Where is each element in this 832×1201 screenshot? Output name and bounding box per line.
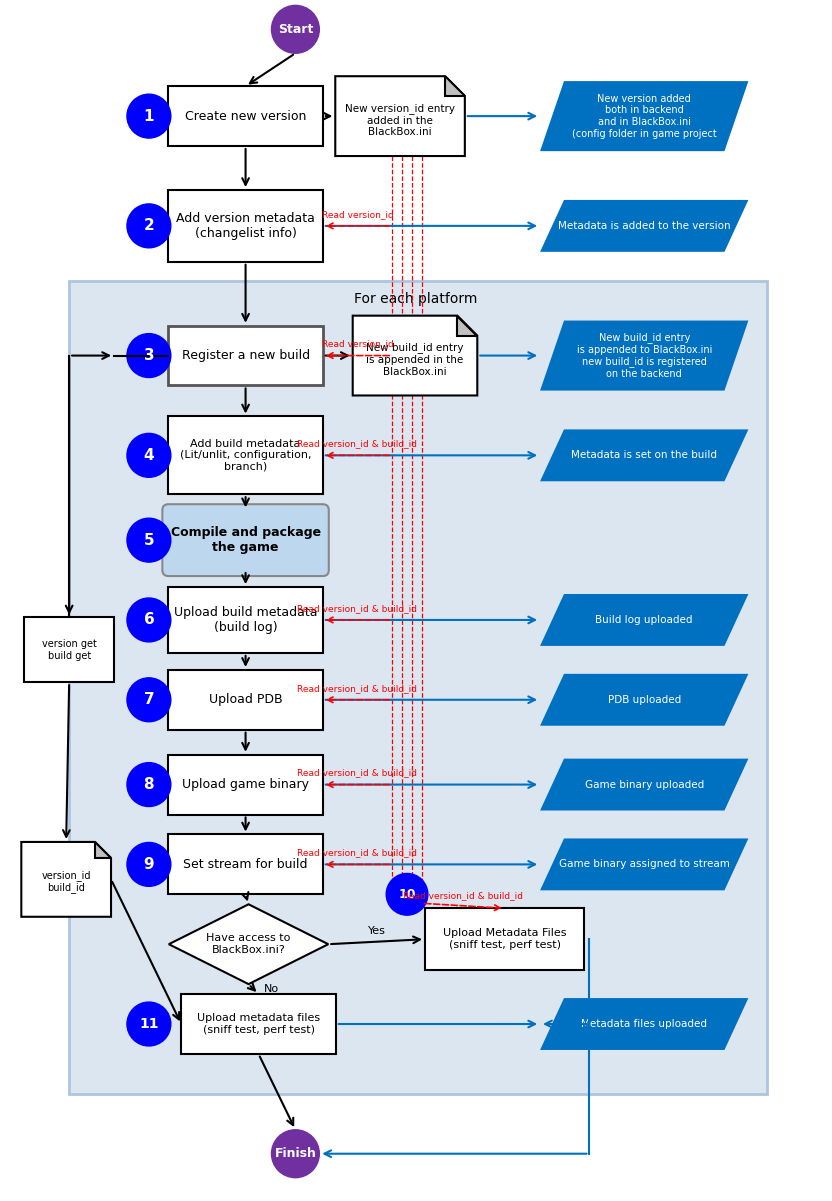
- Circle shape: [127, 204, 171, 247]
- Text: Create new version: Create new version: [185, 109, 306, 123]
- Polygon shape: [353, 316, 478, 395]
- Bar: [168, 587, 323, 653]
- Bar: [181, 994, 336, 1054]
- Bar: [168, 835, 323, 895]
- Text: Register a new build: Register a new build: [181, 349, 310, 362]
- Text: Read version_id & build_id: Read version_id & build_id: [298, 683, 418, 693]
- Circle shape: [271, 1130, 319, 1178]
- Circle shape: [271, 5, 319, 53]
- Polygon shape: [458, 316, 478, 335]
- Circle shape: [127, 94, 171, 138]
- Text: 10: 10: [399, 888, 416, 901]
- Text: 11: 11: [139, 1017, 159, 1030]
- Text: Read version_id & build_id: Read version_id & build_id: [298, 604, 418, 613]
- Bar: [425, 908, 584, 970]
- Text: Metadata is set on the build: Metadata is set on the build: [572, 450, 717, 460]
- Bar: [168, 325, 323, 386]
- Circle shape: [127, 518, 171, 562]
- Text: Upload metadata files
(sniff test, perf test): Upload metadata files (sniff test, perf …: [197, 1014, 320, 1035]
- Polygon shape: [335, 76, 465, 156]
- Polygon shape: [445, 76, 465, 96]
- Text: Add version metadata
(changelist info): Add version metadata (changelist info): [176, 211, 315, 240]
- Polygon shape: [540, 998, 749, 1050]
- Text: Read version_id & build_id: Read version_id & build_id: [298, 769, 418, 777]
- FancyBboxPatch shape: [162, 504, 329, 576]
- Text: Set stream for build: Set stream for build: [183, 858, 308, 871]
- Text: 1: 1: [144, 108, 154, 124]
- Circle shape: [127, 598, 171, 641]
- Text: Metadata files uploaded: Metadata files uploaded: [582, 1018, 707, 1029]
- Text: Finish: Finish: [275, 1147, 316, 1160]
- Circle shape: [127, 434, 171, 477]
- Polygon shape: [540, 321, 749, 390]
- Circle shape: [127, 334, 171, 377]
- Text: Start: Start: [278, 23, 313, 36]
- Text: 3: 3: [144, 348, 154, 363]
- Text: Read version_id & build_id: Read version_id & build_id: [298, 848, 418, 858]
- Polygon shape: [540, 199, 749, 252]
- Text: 6: 6: [143, 613, 154, 627]
- Text: 4: 4: [144, 448, 154, 462]
- Text: version_id
build_id: version_id build_id: [42, 870, 91, 894]
- Text: Upload game binary: Upload game binary: [182, 778, 309, 791]
- Bar: [168, 190, 323, 262]
- Text: Game binary assigned to stream: Game binary assigned to stream: [559, 860, 730, 870]
- Text: No: No: [264, 984, 279, 994]
- Text: 9: 9: [144, 856, 154, 872]
- Text: Add build metadata
(Lit/unlit, configuration,
branch): Add build metadata (Lit/unlit, configura…: [180, 438, 311, 472]
- Text: 7: 7: [144, 692, 154, 707]
- Text: Build log uploaded: Build log uploaded: [596, 615, 693, 625]
- Text: 2: 2: [143, 219, 154, 233]
- Polygon shape: [95, 842, 111, 858]
- Bar: [69, 281, 767, 1094]
- Polygon shape: [540, 674, 749, 725]
- Text: Upload PDB: Upload PDB: [209, 693, 282, 706]
- Text: Read version_id: Read version_id: [322, 210, 394, 219]
- Polygon shape: [540, 759, 749, 811]
- Polygon shape: [540, 430, 749, 482]
- Text: New version added
both in backend
and in BlackBox.ini
(config folder in game pro: New version added both in backend and in…: [572, 94, 716, 138]
- Text: PDB uploaded: PDB uploaded: [607, 694, 681, 705]
- Text: 8: 8: [144, 777, 154, 793]
- Bar: [24, 617, 114, 682]
- Text: Read version_id & build_id: Read version_id & build_id: [298, 440, 418, 448]
- Circle shape: [127, 677, 171, 722]
- Text: Compile and package
the game: Compile and package the game: [171, 526, 320, 554]
- Text: Upload Metadata Files
(sniff test, perf test): Upload Metadata Files (sniff test, perf …: [443, 928, 567, 950]
- Text: Game binary uploaded: Game binary uploaded: [585, 779, 704, 789]
- Text: Metadata is added to the version: Metadata is added to the version: [558, 221, 730, 231]
- Text: Read version_id: Read version_id: [322, 340, 394, 348]
- Polygon shape: [540, 594, 749, 646]
- Bar: [168, 670, 323, 730]
- Bar: [168, 754, 323, 814]
- Polygon shape: [540, 82, 749, 151]
- Text: Read version_id & build_id: Read version_id & build_id: [404, 891, 523, 901]
- Text: For each platform: For each platform: [354, 292, 478, 306]
- Circle shape: [127, 763, 171, 807]
- Bar: [168, 417, 323, 495]
- Circle shape: [127, 842, 171, 886]
- Circle shape: [386, 873, 428, 915]
- Polygon shape: [169, 904, 329, 984]
- Circle shape: [127, 1002, 171, 1046]
- Polygon shape: [22, 842, 111, 916]
- Text: Upload build metadata
(build log): Upload build metadata (build log): [174, 607, 317, 634]
- Text: New build_id entry
is appended to BlackBox.ini
new build_id is registered
on the: New build_id entry is appended to BlackB…: [577, 333, 712, 378]
- Text: Yes: Yes: [368, 926, 385, 937]
- Polygon shape: [540, 838, 749, 890]
- Text: Have access to
BlackBox.ini?: Have access to BlackBox.ini?: [206, 933, 290, 955]
- Text: New version_id entry
added in the
BlackBox.ini: New version_id entry added in the BlackB…: [345, 103, 455, 137]
- Bar: [168, 86, 323, 147]
- Text: version get
build get: version get build get: [42, 639, 97, 661]
- Text: 5: 5: [144, 532, 154, 548]
- Text: New build_id entry
is appended in the
BlackBox.ini: New build_id entry is appended in the Bl…: [366, 342, 463, 377]
